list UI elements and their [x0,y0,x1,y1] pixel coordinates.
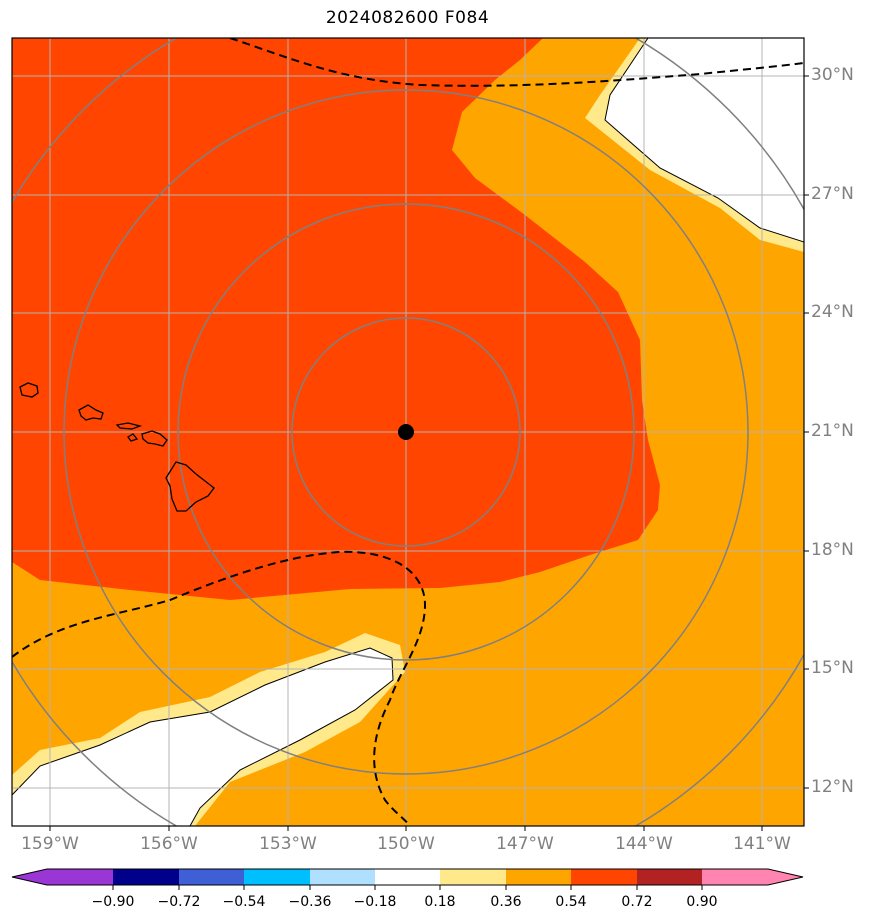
colorbar-tick-label: 0.72 [621,894,653,910]
island-kauai [19,382,39,398]
colorbar-tick-label: −0.18 [353,894,397,910]
lon-label-144w: 144°W [615,834,673,854]
lat-label-12n: 12°N [811,777,854,797]
colorbar-extend-high [768,869,803,885]
colorbar-tick-label: 0.90 [686,894,718,910]
lat-label-24n: 24°N [811,302,854,322]
fill-region-white-sw [12,647,394,826]
colorbar-tick-label: −0.90 [91,894,135,910]
fill-region-red [12,38,660,600]
map-title: 2024082600 F084 [325,8,490,28]
island-maui [141,430,168,447]
colorbar-tick-label: 0.54 [555,894,587,910]
colorbar-tick-label: −0.72 [157,894,201,910]
lon-label-156w: 156°W [140,834,198,854]
lat-label-21n: 21°N [811,421,854,441]
colorbar-tick-label: 0.18 [424,894,456,910]
colorbar-extend-low [12,869,47,885]
axis-ticks [49,75,809,831]
lon-label-147w: 147°W [496,834,554,854]
island-molokai [115,422,143,430]
colorbar-tick-label: −0.36 [288,894,332,910]
lon-label-153w: 153°W [259,834,317,854]
island-hawaii [165,461,215,512]
island-lanai [127,433,139,442]
lat-label-15n: 15°N [811,658,854,678]
colorbar [11,868,804,890]
colorbar-tick-label: 0.36 [490,894,522,910]
lat-label-27n: 27°N [811,184,854,204]
lat-label-30n: 30°N [811,65,854,85]
fill-region-white-ne [604,38,804,243]
range-rings [12,38,804,826]
lat-label-18n: 18°N [811,540,854,560]
island-oahu [78,404,104,421]
coastline-hawaii [19,382,215,512]
lon-label-159w: 159°W [21,834,79,854]
colorbar-tick-label: −0.54 [222,894,266,910]
lon-label-141w: 141°W [733,834,791,854]
dashed-contour [12,38,804,826]
lon-label-150w: 150°W [377,834,435,854]
storm-center-marker [398,424,414,440]
map-panel [12,38,804,826]
